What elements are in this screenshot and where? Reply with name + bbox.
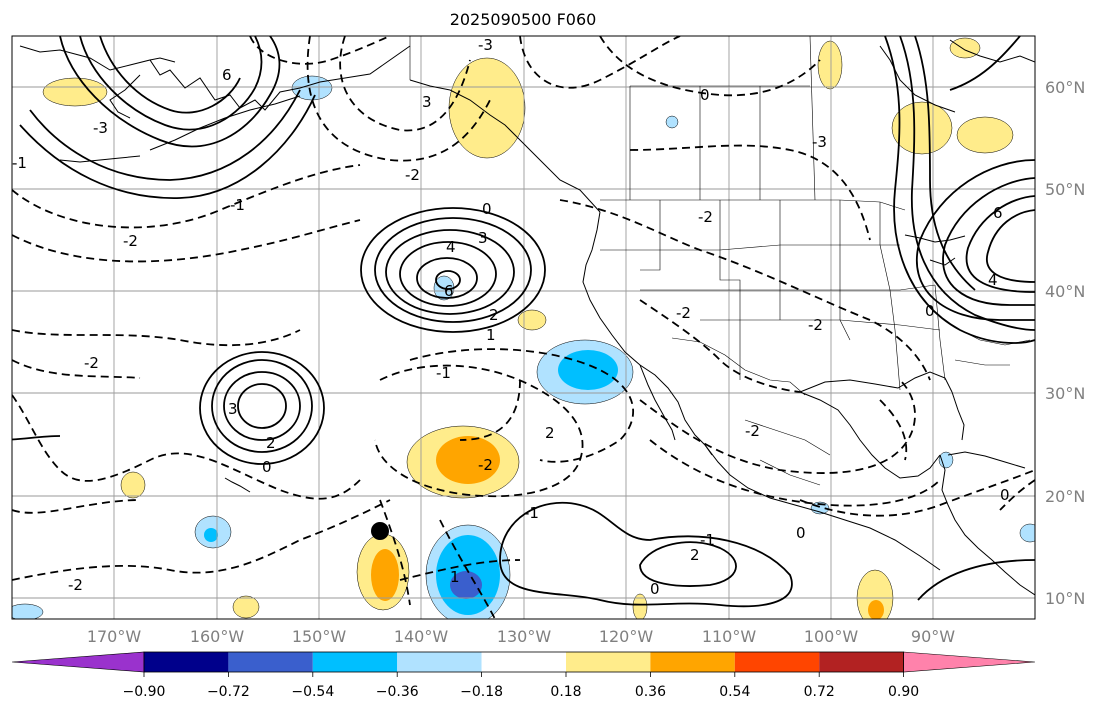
contour-label: 0 — [1000, 486, 1010, 504]
colorbar-swatch — [481, 652, 566, 672]
contour-label: -2 — [745, 422, 760, 440]
contour-label: -2 — [123, 232, 138, 250]
storm-center-marker — [371, 522, 389, 540]
contour-label: 6 — [993, 204, 1003, 222]
contour-label: -2 — [478, 456, 493, 474]
lon-tick-label: 90°W — [911, 627, 955, 646]
lon-axis: 170°W 160°W 150°W 140°W 130°W 120°W 110°… — [87, 627, 955, 646]
colorbar-swatch — [819, 652, 904, 672]
colorbar-swatch — [228, 652, 313, 672]
shaded-anomalies — [12, 37, 1035, 619]
contour-label: 2 — [489, 306, 499, 324]
lat-tick-label: 30°N — [1045, 384, 1085, 403]
contour-label: -1 — [436, 364, 451, 382]
contour-label: 3 — [228, 400, 238, 418]
contour-label: 2 — [690, 546, 700, 564]
colorbar-swatch — [566, 652, 651, 672]
lon-tick-label: 110°W — [702, 627, 757, 646]
contour-label: 0 — [925, 302, 935, 320]
contour-label: -2 — [84, 354, 99, 372]
contour-label: 2 — [266, 434, 276, 452]
colorbar-tick-label: 0.54 — [719, 684, 750, 700]
lon-tick-label: 170°W — [87, 627, 142, 646]
contour-label: -1 — [524, 504, 539, 522]
lat-axis: 60°N 50°N 40°N 30°N 20°N 10°N — [1045, 78, 1085, 608]
colorbar-tick-label: −0.54 — [291, 684, 334, 700]
colorbar: −0.90 −0.72 −0.54 −0.36 −0.18 0.18 0.36 … — [11, 651, 1036, 700]
contour-label: -3 — [478, 36, 493, 54]
contour-label: 3 — [478, 229, 488, 247]
colorbar-swatch — [144, 652, 229, 672]
contour-label: 0 — [482, 200, 492, 218]
lon-tick-label: 160°W — [190, 627, 245, 646]
lat-tick-label: 40°N — [1045, 282, 1085, 301]
contour-label: -2 — [808, 316, 823, 334]
contour-label: 0 — [262, 458, 272, 476]
contour-labels: -3 6 -3 3 -2 0 -3 -1 -2 -2 0 4 3 6 2 1 -… — [12, 36, 1010, 598]
contour-label: 0 — [650, 580, 660, 598]
colorbar-tick-label: −0.90 — [123, 684, 166, 700]
contour-label: 1 — [450, 568, 460, 586]
contour-label: 0 — [796, 524, 806, 542]
colorbar-swatch — [650, 652, 735, 672]
contour-label: -2 — [698, 208, 713, 226]
colorbar-swatch — [11, 651, 145, 673]
contour-label: 2 — [545, 424, 555, 442]
contour-label: 1 — [486, 326, 496, 344]
contour-label: 6 — [444, 282, 454, 300]
lon-tick-label: 150°W — [292, 627, 347, 646]
colorbar-swatch — [734, 652, 820, 672]
map-frame — [11, 35, 1036, 620]
colorbar-swatch — [312, 652, 398, 672]
contour-label: -3 — [812, 133, 827, 151]
lat-tick-label: 20°N — [1045, 487, 1085, 506]
contours-negative — [12, 36, 1035, 619]
colorbar-swatch — [903, 651, 1036, 673]
colorbar-tick-label: 0.90 — [888, 684, 919, 700]
lat-tick-label: 10°N — [1045, 589, 1085, 608]
colorbar-tick-label: −0.18 — [460, 684, 503, 700]
lat-tick-label: 50°N — [1045, 180, 1085, 199]
colorbar-tick-label: 0.36 — [635, 684, 666, 700]
contour-label: -2 — [676, 304, 691, 322]
lon-tick-label: 100°W — [804, 627, 859, 646]
contour-label: -1 — [700, 531, 715, 549]
contour-label: -1 — [12, 154, 27, 172]
colorbar-tick-label: 0.18 — [550, 684, 581, 700]
lon-tick-label: 130°W — [497, 627, 552, 646]
contour-label: 4 — [988, 271, 998, 289]
contour-label: -2 — [405, 166, 420, 184]
contour-label: 3 — [422, 93, 432, 111]
colorbar-tick-label: 0.72 — [804, 684, 835, 700]
contour-label: 0 — [700, 86, 710, 104]
lat-tick-label: 60°N — [1045, 78, 1085, 97]
contours-positive — [12, 36, 1035, 608]
gridlines — [12, 36, 1035, 619]
coastlines — [19, 39, 1035, 596]
contour-label: -1 — [230, 196, 245, 214]
colorbar-swatch — [397, 652, 482, 672]
contour-label: -3 — [93, 119, 108, 137]
map-title: 2025090500 F060 — [449, 10, 597, 29]
lon-tick-label: 140°W — [394, 627, 449, 646]
political-borders — [409, 36, 1031, 486]
contour-label: 4 — [446, 238, 456, 256]
lon-tick-label: 120°W — [599, 627, 654, 646]
colorbar-tick-label: −0.72 — [207, 684, 250, 700]
colorbar-tick-label: −0.36 — [376, 684, 419, 700]
contour-label: -2 — [68, 576, 83, 594]
contour-label: 6 — [222, 66, 232, 84]
